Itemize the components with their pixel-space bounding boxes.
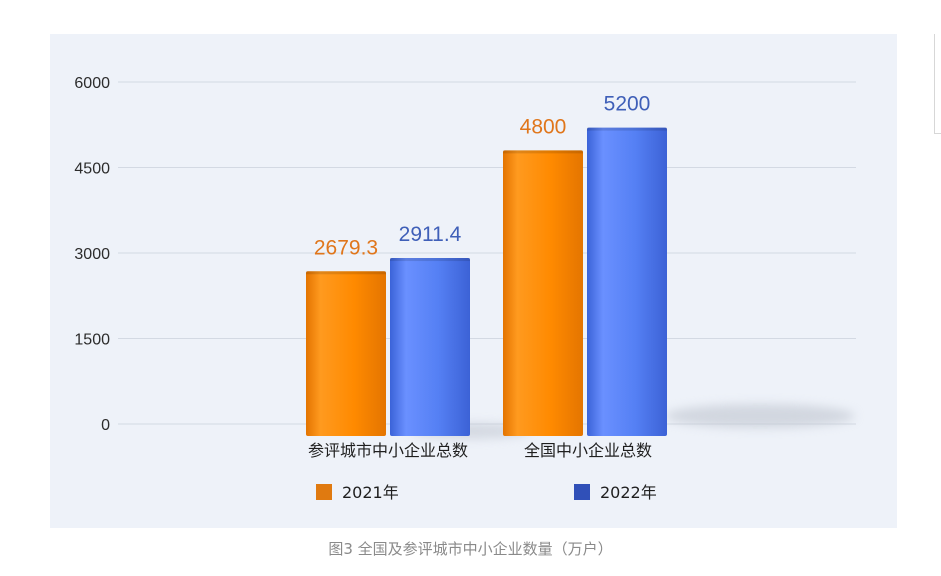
data-label: 2679.3 <box>314 236 378 259</box>
y-tick-label: 0 <box>101 417 110 434</box>
bar <box>503 150 583 436</box>
legend-swatch <box>316 484 332 500</box>
bar-top-edge <box>587 127 667 131</box>
y-tick-label: 6000 <box>74 75 110 92</box>
legend-label: 2021年 <box>342 483 399 502</box>
bar <box>587 127 667 436</box>
y-tick-label: 4500 <box>74 161 110 178</box>
data-label: 2911.4 <box>399 223 462 246</box>
bar-top-edge <box>390 258 470 262</box>
legend-label: 2022年 <box>600 483 657 502</box>
y-tick-label: 1500 <box>74 332 110 349</box>
bar-shadow <box>665 404 855 428</box>
bar <box>306 271 386 436</box>
bar <box>390 258 470 436</box>
bar-top-edge <box>503 150 583 154</box>
legend-swatch <box>574 484 590 500</box>
page-edge-line <box>934 133 941 134</box>
x-category-label: 全国中小企业总数 <box>524 441 652 460</box>
data-label: 4800 <box>520 115 567 138</box>
page-edge-line <box>934 34 935 134</box>
x-category-label: 参评城市中小企业总数 <box>308 441 468 460</box>
y-tick-label: 3000 <box>74 246 110 263</box>
data-label: 5200 <box>604 93 651 116</box>
bar-top-edge <box>306 271 386 275</box>
chart-panel <box>50 34 897 528</box>
figure-caption: 图3 全国及参评城市中小企业数量（万户） <box>328 540 613 558</box>
